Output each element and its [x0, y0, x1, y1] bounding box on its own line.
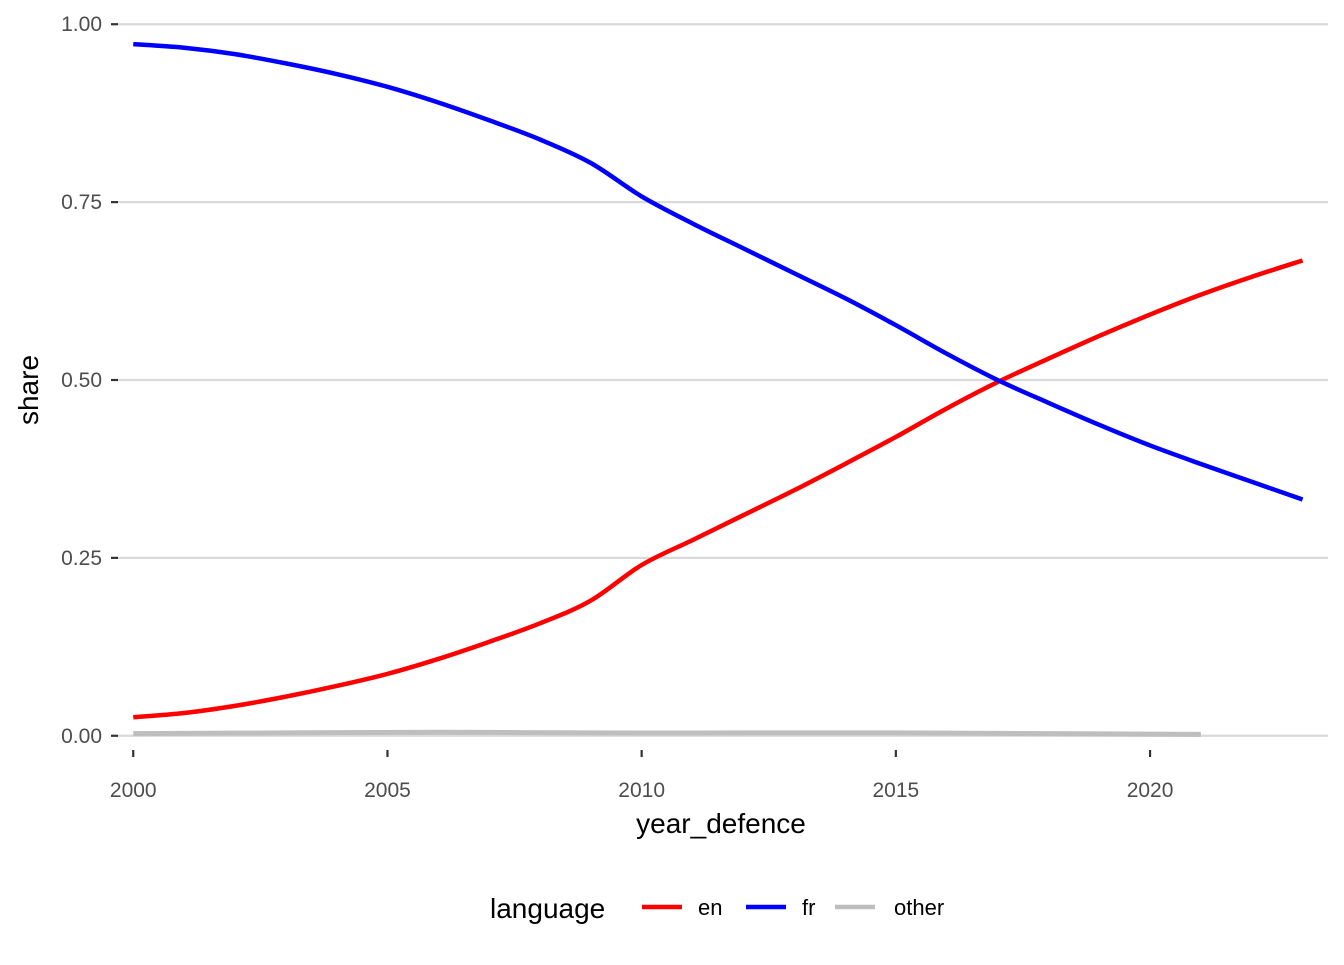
x-tick-label: 2010	[618, 779, 665, 802]
legend: language en fr other	[490, 893, 944, 924]
series-line-en	[133, 258, 1304, 720]
x-tick-label: 2015	[872, 779, 919, 802]
x-tick-label: 2000	[110, 779, 157, 802]
x-axis-title: year_defence	[636, 808, 806, 839]
y-tick-label: 0.25	[61, 547, 102, 570]
axes: 0.00 0.25 0.50 0.75 1.00 2000 2005 2010 2015 2020	[61, 13, 1173, 802]
y-tick-label: 1.00	[61, 13, 102, 36]
series-line-other	[133, 729, 1201, 737]
y-tick-label: 0.75	[61, 191, 102, 214]
x-tick-label: 2020	[1127, 779, 1174, 802]
legend-label-other: other	[894, 895, 944, 920]
legend-title: language	[490, 893, 605, 924]
series-lines	[133, 41, 1304, 737]
gridlines	[118, 23, 1328, 737]
y-tick-label: 0.00	[61, 725, 102, 748]
y-axis-title: share	[13, 355, 44, 425]
series-line-fr	[133, 41, 1304, 502]
legend-label-fr: fr	[802, 895, 815, 920]
y-tick-label: 0.50	[61, 369, 102, 392]
legend-label-en: en	[698, 895, 722, 920]
x-tick-label: 2005	[364, 779, 411, 802]
